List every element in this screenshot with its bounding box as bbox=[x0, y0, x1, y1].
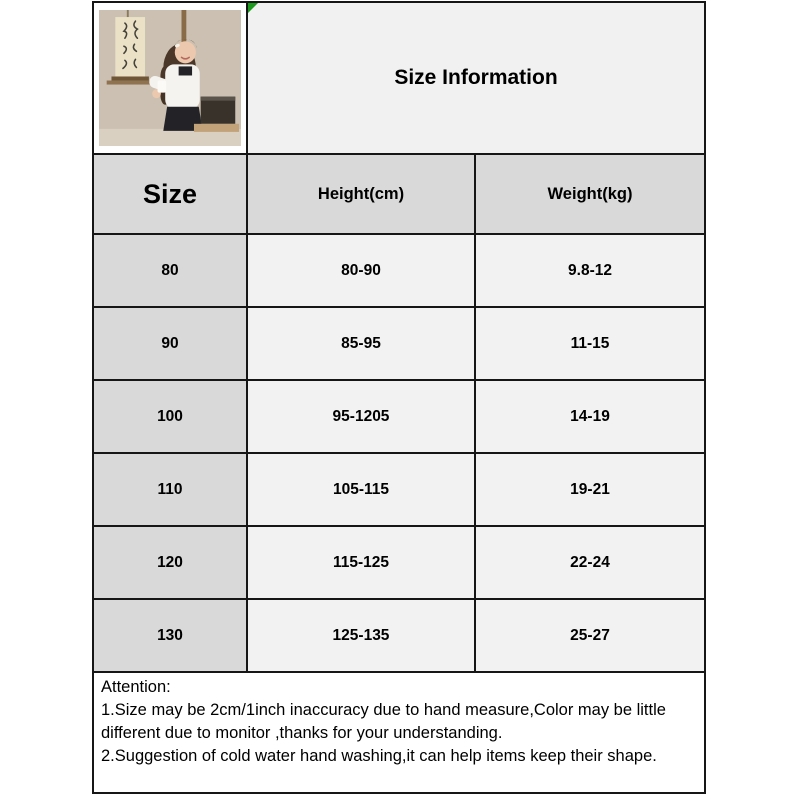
weight-cell: 22-24 bbox=[476, 527, 704, 598]
column-header-weight: Weight(kg) bbox=[476, 155, 704, 233]
column-header-height: Height(cm) bbox=[248, 155, 476, 233]
size-chart: Size Information Size Height(cm) Weight(… bbox=[92, 1, 706, 794]
size-cell: 100 bbox=[94, 381, 248, 452]
weight-cell: 11-15 bbox=[476, 308, 704, 379]
attention-line-1: 1.Size may be 2cm/1inch inaccuracy due t… bbox=[101, 701, 666, 742]
green-corner-marker-icon bbox=[248, 3, 258, 13]
table-row: 130 125-135 25-27 bbox=[94, 600, 704, 673]
top-row: Size Information bbox=[94, 3, 704, 155]
table-row: 100 95-1205 14-19 bbox=[94, 381, 704, 454]
column-header-size: Size bbox=[94, 155, 248, 233]
weight-cell: 14-19 bbox=[476, 381, 704, 452]
weight-cell: 19-21 bbox=[476, 454, 704, 525]
weight-cell: 9.8-12 bbox=[476, 235, 704, 306]
table-row: 80 80-90 9.8-12 bbox=[94, 235, 704, 308]
height-cell: 115-125 bbox=[248, 527, 476, 598]
size-information-header-cell: Size Information bbox=[248, 3, 704, 153]
height-cell: 105-115 bbox=[248, 454, 476, 525]
size-cell: 130 bbox=[94, 600, 248, 671]
size-cell: 110 bbox=[94, 454, 248, 525]
height-cell: 85-95 bbox=[248, 308, 476, 379]
height-cell: 125-135 bbox=[248, 600, 476, 671]
attention-note: Attention: 1.Size may be 2cm/1inch inacc… bbox=[94, 673, 704, 792]
table-header-row: Size Height(cm) Weight(kg) bbox=[94, 155, 704, 235]
attention-line-2: 2.Suggestion of cold water hand washing,… bbox=[101, 747, 657, 765]
table-row: 90 85-95 11-15 bbox=[94, 308, 704, 381]
size-cell: 90 bbox=[94, 308, 248, 379]
height-cell: 95-1205 bbox=[248, 381, 476, 452]
weight-cell: 25-27 bbox=[476, 600, 704, 671]
product-photo-illustration bbox=[99, 10, 241, 146]
height-cell: 80-90 bbox=[248, 235, 476, 306]
table-row: 110 105-115 19-21 bbox=[94, 454, 704, 527]
attention-label: Attention: bbox=[101, 678, 171, 696]
size-cell: 80 bbox=[94, 235, 248, 306]
table-row: 120 115-125 22-24 bbox=[94, 527, 704, 600]
product-photo bbox=[94, 3, 248, 153]
size-cell: 120 bbox=[94, 527, 248, 598]
page-title: Size Information bbox=[394, 66, 558, 89]
